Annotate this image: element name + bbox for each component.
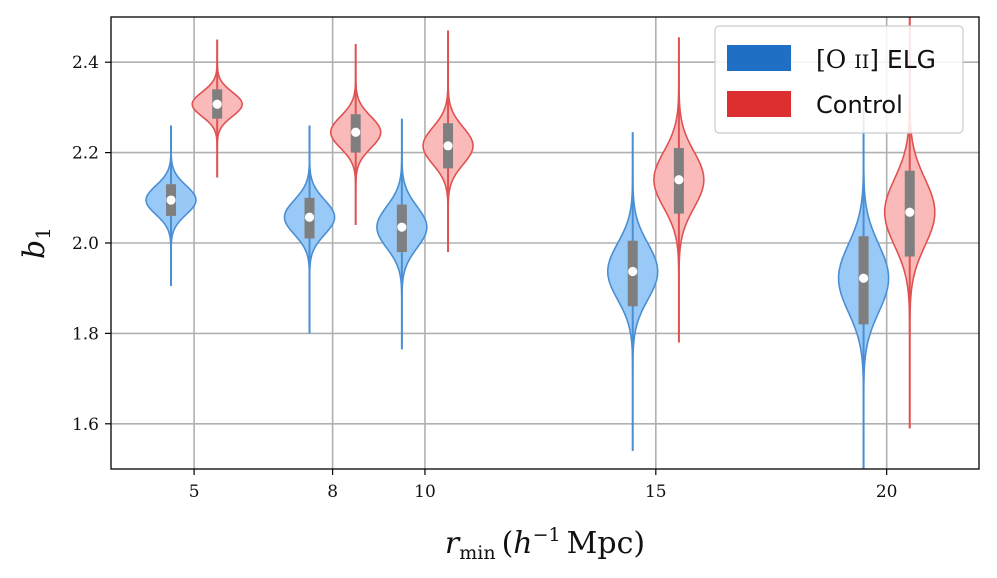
x-tick-label: 10 — [414, 482, 436, 502]
x-axis-label: rmin (h−1 Mpc) — [445, 524, 645, 564]
x-label-open-paren: ( — [502, 526, 514, 561]
axis-ticks: 1.6 1.8 2.0 2.2 2.4 5 8 10 15 20 — [72, 53, 898, 502]
legend-label-elg: [O II] ELG — [816, 45, 936, 74]
violin-group — [329, 44, 382, 225]
violin-group — [837, 107, 890, 469]
y-tick-label: 2.0 — [72, 234, 99, 254]
violin-median — [905, 207, 915, 217]
x-tick-label: 5 — [189, 482, 200, 502]
y-label-subscript: 1 — [31, 227, 55, 240]
violin-median — [443, 141, 453, 151]
y-tick-label: 2.4 — [72, 53, 99, 73]
violin-median — [304, 212, 315, 222]
legend: [O II] ELG Control — [714, 25, 964, 134]
x-label-exponent: −1 — [533, 524, 561, 546]
violin-group — [376, 118, 428, 350]
y-label-main: b — [17, 240, 52, 259]
violin-median — [674, 175, 684, 185]
legend-swatch-elg — [727, 45, 791, 71]
violin-group — [606, 132, 659, 451]
violin-median — [351, 127, 361, 137]
violin-median — [628, 266, 638, 277]
violin-median — [166, 195, 176, 205]
legend-elg-numeral: II — [854, 51, 869, 73]
x-label-close-paren: ) — [633, 526, 645, 561]
x-label-unit: Mpc — [567, 526, 634, 561]
violin-group — [191, 39, 244, 178]
violin-median — [858, 273, 869, 283]
x-tick-label: 20 — [876, 482, 898, 502]
x-label-h: h — [513, 526, 532, 561]
violin-group — [653, 37, 705, 343]
x-label-subscript: min — [459, 542, 495, 564]
x-label-r: r — [445, 526, 461, 561]
grid-lines — [111, 17, 979, 469]
y-tick-label: 1.6 — [72, 415, 99, 435]
violin-median — [212, 99, 222, 109]
y-tick-label: 2.2 — [72, 144, 99, 164]
violins — [145, 17, 936, 469]
violin-group — [145, 125, 197, 286]
legend-label-control: Control — [816, 91, 903, 119]
x-tick-label: 15 — [645, 482, 667, 502]
violin-median — [397, 222, 407, 232]
y-axis-label: b1 — [17, 227, 55, 259]
legend-elg-close: ] ELG — [869, 45, 936, 74]
violin-group — [422, 30, 474, 253]
legend-elg-open: [O — [816, 45, 854, 74]
legend-swatch-control — [727, 91, 791, 117]
violin-group — [283, 125, 336, 334]
x-tick-label: 8 — [327, 482, 338, 502]
y-tick-label: 1.8 — [72, 324, 99, 344]
